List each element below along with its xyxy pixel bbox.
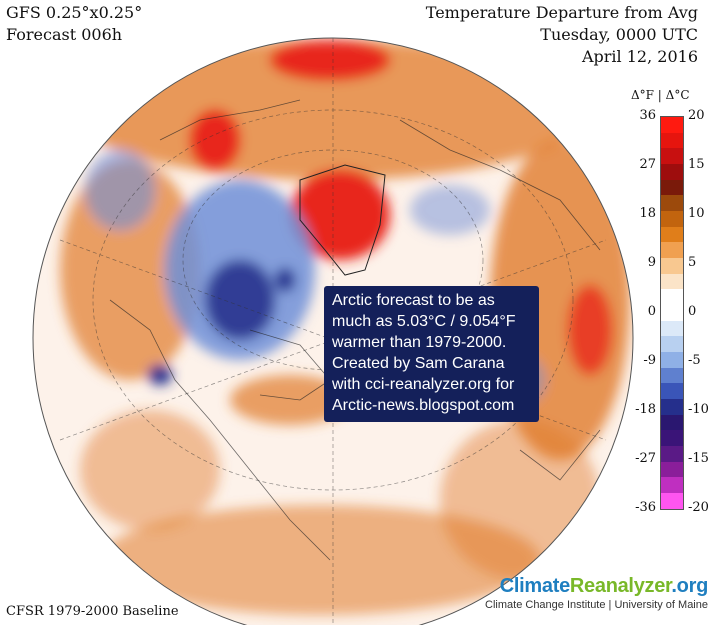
colorbar-segment — [661, 461, 683, 478]
colorbar-segment — [661, 258, 683, 274]
celsius-tick-label: 10 — [688, 206, 705, 221]
fahrenheit-tick-label: -36 — [635, 500, 656, 515]
date-label: April 12, 2016 — [581, 47, 698, 66]
brand-logo: ClimateReanalyzer.org Climate Change Ins… — [485, 575, 708, 611]
anomaly-field — [60, 40, 630, 615]
colorbar — [660, 116, 684, 510]
annotation-box: Arctic forecast to be as much as 5.03°C … — [324, 286, 539, 422]
cold-anomaly — [205, 260, 275, 340]
model-label: GFS 0.25°x0.25° — [6, 3, 143, 22]
globe-rim — [32, 37, 634, 629]
cold-anomaly — [275, 268, 295, 292]
celsius-tick-label: -5 — [688, 353, 701, 368]
day-time-label: Tuesday, 0000 UTC — [540, 25, 698, 44]
annotation-line: much as 5.03°C / 9.054°F — [332, 313, 516, 330]
colorbar-segment — [661, 195, 683, 212]
fahrenheit-tick-label: -9 — [643, 353, 656, 368]
brand-part-climate: Climate — [499, 575, 570, 597]
colorbar-segment — [661, 320, 683, 337]
colorbar-segment — [661, 289, 683, 306]
hot-anomaly — [568, 285, 612, 375]
fahrenheit-tick-label: -27 — [635, 451, 656, 466]
colorbar-segment — [661, 383, 683, 400]
annotation-line: Arctic forecast to be as — [332, 292, 495, 309]
fahrenheit-tick-label: 36 — [639, 108, 656, 123]
header-right: Temperature Departure from Avg Tuesday, … — [426, 2, 698, 68]
warm-anomaly — [100, 505, 540, 615]
colorbar-segment — [661, 211, 683, 227]
colorbar-segment — [661, 430, 683, 447]
colorbar-heading: Δ°F | Δ°C — [631, 88, 690, 102]
colorbar-segment — [661, 367, 683, 384]
warm-anomaly — [80, 410, 220, 530]
annotation-line: Created by Sam Carana — [332, 355, 505, 372]
colorbar-segment — [661, 148, 683, 165]
colorbar-segment — [661, 352, 683, 368]
warm-anomaly — [440, 420, 600, 580]
fahrenheit-tick-label: 9 — [647, 255, 656, 270]
brand-subtitle: Climate Change Institute | University of… — [485, 599, 708, 611]
fahrenheit-tick-label: 27 — [639, 157, 656, 172]
greenland-outline — [299, 164, 386, 276]
celsius-tick-label: 5 — [688, 255, 697, 270]
hot-anomaly — [270, 40, 390, 80]
celsius-tick-label: 0 — [688, 304, 697, 319]
annotation-line: Arctic-news.blogspot.com — [332, 397, 515, 414]
cool-anomaly — [410, 185, 490, 235]
colorbar-segment — [661, 493, 683, 509]
fahrenheit-tick-label: 18 — [639, 206, 656, 221]
header-left: GFS 0.25°x0.25° Forecast 006h — [6, 2, 142, 46]
colorbar-segment — [661, 179, 683, 196]
cool-anomaly — [85, 150, 155, 230]
coastlines — [109, 99, 601, 561]
brand-name: ClimateReanalyzer.org — [485, 575, 709, 598]
warm-anomaly — [230, 375, 350, 425]
colorbar-segment — [661, 273, 683, 290]
hot-anomaly — [190, 110, 240, 170]
fahrenheit-tick-label: -18 — [635, 402, 656, 417]
colorbar-segment — [661, 164, 683, 180]
colorbar-segment — [661, 305, 683, 321]
colorbar-segment — [661, 117, 683, 133]
map-title: Temperature Departure from Avg — [425, 3, 698, 22]
colorbar-segment — [661, 477, 683, 494]
annotation-line: with cci-reanalyzer.org for — [332, 376, 515, 393]
colorbar-segment — [661, 336, 683, 353]
brand-part-org: .org — [671, 575, 708, 597]
colorbar-segment — [661, 132, 683, 149]
colorbar-segment — [661, 242, 683, 259]
forecast-label: Forecast 006h — [6, 25, 123, 44]
cold-anomaly — [148, 365, 172, 385]
fahrenheit-tick-label: 0 — [647, 304, 656, 319]
colorbar-segment — [661, 446, 683, 462]
colorbar-segment — [661, 226, 683, 243]
brand-part-reanalyzer: Reanalyzer — [569, 575, 672, 597]
celsius-tick-label: 15 — [688, 157, 705, 172]
celsius-tick-label: -20 — [688, 500, 709, 515]
colorbar-segment — [661, 414, 683, 431]
baseline-label: CFSR 1979-2000 Baseline — [6, 604, 179, 619]
celsius-tick-label: -15 — [688, 451, 709, 466]
annotation-line: warmer than 1979-2000. — [332, 334, 507, 351]
celsius-tick-label: 20 — [688, 108, 705, 123]
celsius-tick-label: -10 — [688, 402, 709, 417]
colorbar-segment — [661, 399, 683, 415]
